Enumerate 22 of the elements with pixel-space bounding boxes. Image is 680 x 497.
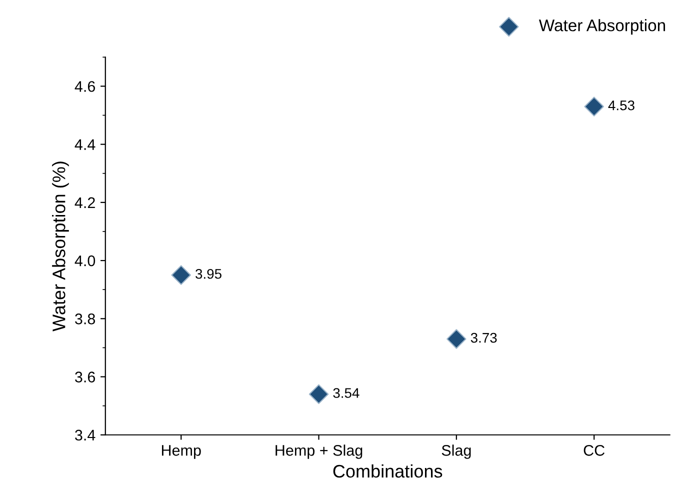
x-tick-label: Hemp <box>162 445 201 459</box>
x-axis-title: Combinations <box>333 464 442 478</box>
data-label: 3.95 <box>196 268 222 279</box>
data-label: 3.54 <box>333 388 360 398</box>
legend-label: Water Absorption <box>538 19 666 35</box>
y-axis-title: Water Absorption (%) <box>52 162 69 332</box>
x-tick-label: Hemp + Slag <box>276 444 362 459</box>
data-label: 3.73 <box>470 332 497 343</box>
data-label: 4.53 <box>608 100 634 110</box>
point <box>584 96 604 116</box>
x-tick-label: CC <box>584 445 605 456</box>
y-tick-label: 4.2 <box>74 197 95 208</box>
y-tick-label: 4.0 <box>74 255 96 266</box>
point <box>446 329 466 349</box>
y-tick-label: 3.4 <box>75 430 96 441</box>
x-tick-label: Slag <box>442 444 471 459</box>
point <box>171 265 191 285</box>
y-tick-label: 3.8 <box>75 314 96 324</box>
point <box>308 384 329 404</box>
y-tick-label: 3.6 <box>75 372 96 382</box>
y-tick-label: 4.4 <box>74 139 96 150</box>
y-tick-label: 4.6 <box>74 81 96 92</box>
